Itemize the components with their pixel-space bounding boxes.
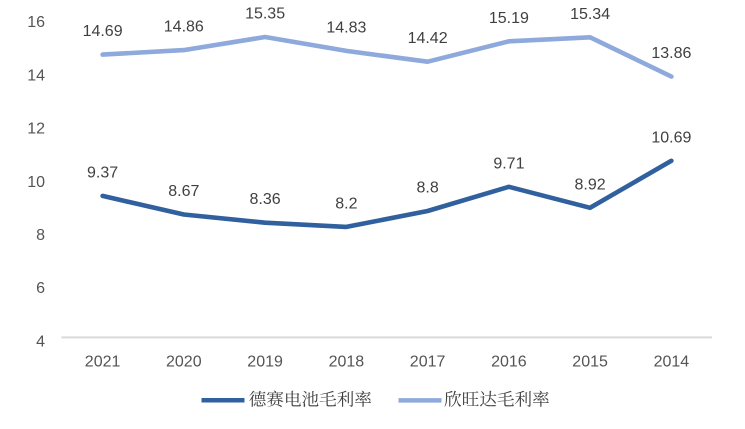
svg-text:9.37: 9.37 bbox=[87, 164, 118, 181]
svg-text:4: 4 bbox=[36, 334, 45, 351]
svg-text:13.86: 13.86 bbox=[651, 45, 691, 62]
svg-text:8.2: 8.2 bbox=[335, 195, 357, 212]
svg-text:2017: 2017 bbox=[410, 354, 446, 371]
svg-text:8.67: 8.67 bbox=[168, 183, 199, 200]
svg-text:12: 12 bbox=[27, 121, 45, 138]
svg-text:15.35: 15.35 bbox=[245, 6, 285, 23]
svg-text:14.83: 14.83 bbox=[326, 19, 366, 36]
svg-text:14: 14 bbox=[27, 67, 45, 84]
svg-text:8.8: 8.8 bbox=[416, 180, 438, 197]
svg-text:16: 16 bbox=[27, 14, 45, 31]
svg-text:2016: 2016 bbox=[491, 354, 527, 371]
svg-text:8.92: 8.92 bbox=[575, 176, 606, 193]
svg-text:2015: 2015 bbox=[572, 354, 608, 371]
svg-text:14.42: 14.42 bbox=[408, 30, 448, 47]
svg-text:9.71: 9.71 bbox=[493, 155, 524, 172]
svg-text:2021: 2021 bbox=[85, 354, 121, 371]
svg-text:10: 10 bbox=[27, 174, 45, 191]
svg-text:2018: 2018 bbox=[329, 354, 365, 371]
svg-text:8: 8 bbox=[36, 227, 45, 244]
svg-text:10.69: 10.69 bbox=[651, 129, 691, 146]
svg-text:15.34: 15.34 bbox=[570, 6, 610, 23]
svg-text:8.36: 8.36 bbox=[250, 191, 281, 208]
svg-text:6: 6 bbox=[36, 280, 45, 297]
svg-text:2020: 2020 bbox=[166, 354, 202, 371]
svg-text:2014: 2014 bbox=[654, 354, 690, 371]
svg-text:14.86: 14.86 bbox=[164, 19, 204, 36]
svg-text:2019: 2019 bbox=[247, 354, 283, 371]
svg-text:15.19: 15.19 bbox=[489, 10, 529, 27]
svg-text:14.69: 14.69 bbox=[83, 23, 123, 40]
